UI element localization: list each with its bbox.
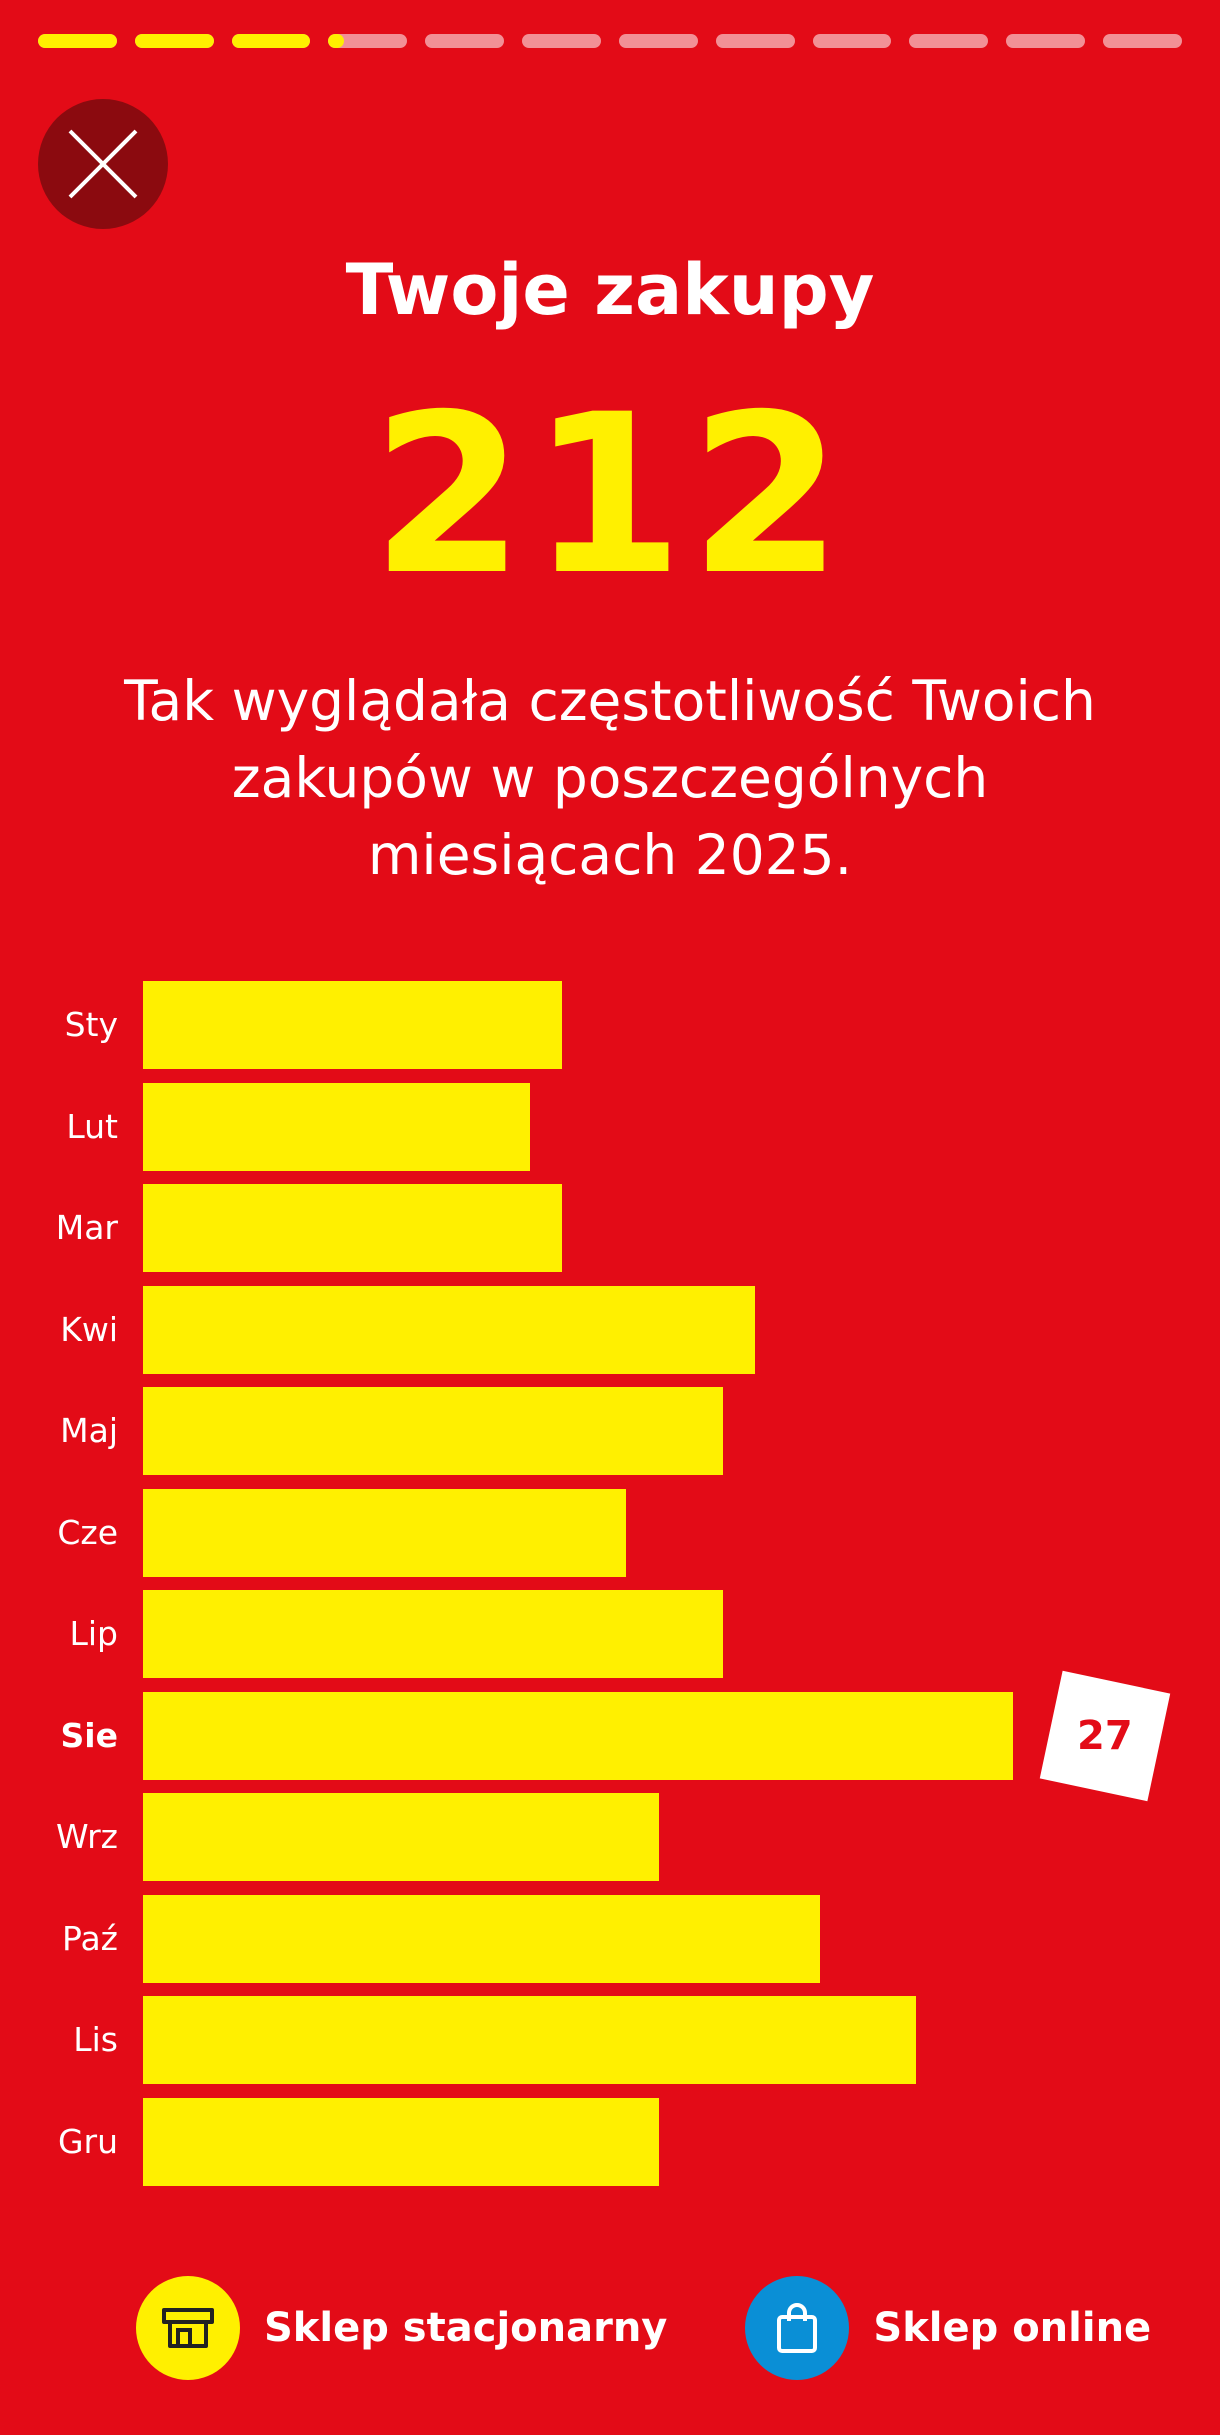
store-icon [136,2276,240,2380]
progress-segment [1103,34,1182,48]
progress-segment [618,34,698,48]
total-purchases-count: 212 [371,367,849,623]
bar-label: Mar [55,1208,118,1247]
bar [143,1996,917,2084]
bar-label: Cze [57,1512,118,1552]
legend-item-online: Sklep online [745,2276,1151,2380]
chart-description: Tak wyglądała częstotliwość Twoich zakup… [124,669,1096,887]
story-progress-bar [38,34,1182,48]
progress-segment [909,34,989,48]
progress-segment [1006,34,1086,48]
progress-segment [522,34,601,48]
bar-label: Kwi [60,1309,118,1349]
bar-label: Lut [66,1106,118,1146]
bar-label: Gru [57,2121,118,2161]
progress-segment [715,34,795,48]
bar [143,2097,659,2186]
legend-label-online: Sklep online [873,2305,1152,2351]
close-button[interactable] [38,99,168,229]
progress-segment [328,34,408,48]
bar-label: Wrz [55,1817,118,1856]
bar [143,981,562,1069]
bar [143,1793,659,1881]
bar [143,1488,627,1577]
progress-segment [425,34,505,48]
legend-label-store: Sklep stacjonarny [264,2305,668,2351]
shopping-bag-icon [745,2276,850,2380]
progress-segment [231,34,311,48]
highlight-value-badge: 27 [1039,1670,1171,1801]
page-title: Twoje zakupy [345,249,875,331]
chart-legend: Sklep stacjonarny Sklep online [136,2275,1151,2381]
progress-segment [38,34,117,48]
bar [143,1082,530,1171]
bar-label: Maj [60,1411,118,1450]
progress-segment [134,34,214,48]
bar [143,1387,723,1475]
progress-segment [812,34,892,48]
bar [143,1285,756,1374]
bar-label: Lis [73,2020,118,2059]
bar-label: Sie [60,1715,118,1755]
bar [143,1894,820,1983]
bar-label: Paź [62,1918,118,1958]
bar-label: Sty [64,1005,118,1044]
legend-item-store: Sklep stacjonarny [136,2276,667,2380]
bar [143,1590,723,1678]
highlight-value-label: 27 [1077,1712,1133,1759]
close-icon [68,129,138,199]
bar [143,1184,562,1272]
bar [143,1691,1013,1780]
bar-label: Lip [69,1614,118,1653]
